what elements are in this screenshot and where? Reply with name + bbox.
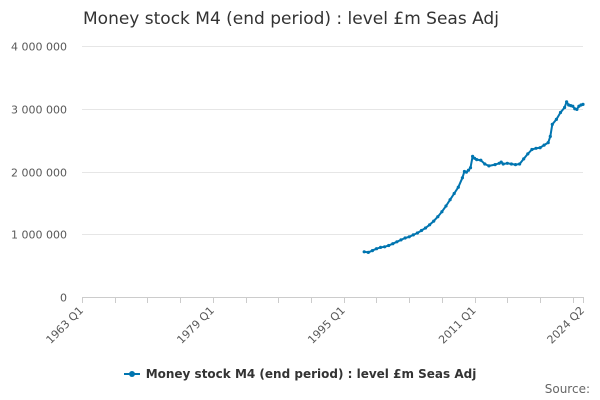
data-point [423, 226, 428, 230]
source-label: Source: [544, 382, 590, 396]
data-point [383, 245, 387, 249]
data-point [374, 247, 379, 251]
data-point [509, 162, 513, 166]
data-point [565, 100, 569, 104]
data-point [534, 146, 538, 150]
data-point [395, 240, 399, 244]
data-point [538, 146, 542, 150]
data-point [411, 233, 415, 237]
data-point [546, 141, 550, 145]
y-tick-label: 1 000 000 [11, 229, 67, 242]
data-point [379, 245, 383, 249]
x-axis: 1963 Q1 1979 Q1 1995 Q1 2011 Q1 2024 Q2 [44, 297, 588, 347]
y-tick-label: 2 000 000 [11, 167, 67, 180]
grid-lines [82, 46, 583, 298]
data-point [550, 122, 554, 126]
chart-title: Money stock M4 (end period) : level £m S… [83, 9, 499, 29]
y-tick-label: 0 [60, 292, 67, 305]
data-point [493, 163, 497, 167]
data-point [571, 104, 575, 108]
y-tick-label: 4 000 000 [11, 41, 67, 54]
data-point [419, 228, 424, 233]
data-point [415, 231, 419, 235]
data-point [399, 238, 403, 242]
data-point [387, 243, 391, 248]
x-tick-label: 2024 Q2 [545, 304, 588, 347]
data-point [432, 219, 436, 223]
series-layer [362, 100, 585, 254]
x-tick-label: 2011 Q1 [436, 304, 479, 347]
data-point [391, 242, 395, 246]
legend-marker-icon [123, 371, 140, 377]
data-point [575, 107, 579, 111]
data-point [483, 162, 487, 166]
series-line [363, 100, 584, 254]
data-point [471, 154, 475, 158]
data-point [499, 160, 503, 164]
data-point [428, 223, 432, 227]
data-point [403, 236, 407, 240]
data-point [436, 215, 440, 219]
data-point [370, 249, 374, 253]
data-point [487, 164, 491, 168]
data-point [554, 117, 559, 121]
data-point [456, 185, 460, 189]
data-point [479, 158, 483, 162]
data-point [501, 162, 505, 166]
data-point [563, 105, 567, 110]
y-axis: 0 1 000 000 2 000 000 3 000 000 4 000 000 [11, 41, 67, 305]
data-point [558, 110, 563, 115]
x-tick-label: 1979 Q1 [174, 304, 217, 347]
data-point [362, 250, 366, 254]
data-point [366, 250, 370, 254]
data-point [526, 152, 530, 156]
data-point [542, 143, 546, 147]
data-point [460, 176, 464, 180]
legend[interactable]: Money stock M4 (end period) : level £m S… [0, 364, 600, 381]
data-point [530, 147, 534, 152]
data-point [407, 235, 411, 239]
data-point [448, 198, 452, 202]
data-point [513, 163, 518, 167]
data-point [468, 166, 473, 170]
data-point [475, 158, 479, 162]
y-tick-label: 3 000 000 [11, 104, 67, 117]
data-point [452, 191, 456, 196]
data-point [440, 210, 444, 214]
data-point [464, 170, 468, 174]
x-tick-label: 1963 Q1 [44, 304, 87, 347]
data-point [518, 162, 522, 166]
data-point [444, 204, 448, 208]
data-point [522, 157, 526, 161]
data-point [466, 168, 471, 172]
data-point [548, 134, 552, 138]
x-tick-label: 1995 Q1 [305, 304, 348, 347]
legend-label: Money stock M4 (end period) : level £m S… [145, 367, 477, 381]
data-point [505, 161, 509, 165]
data-point [581, 102, 585, 106]
